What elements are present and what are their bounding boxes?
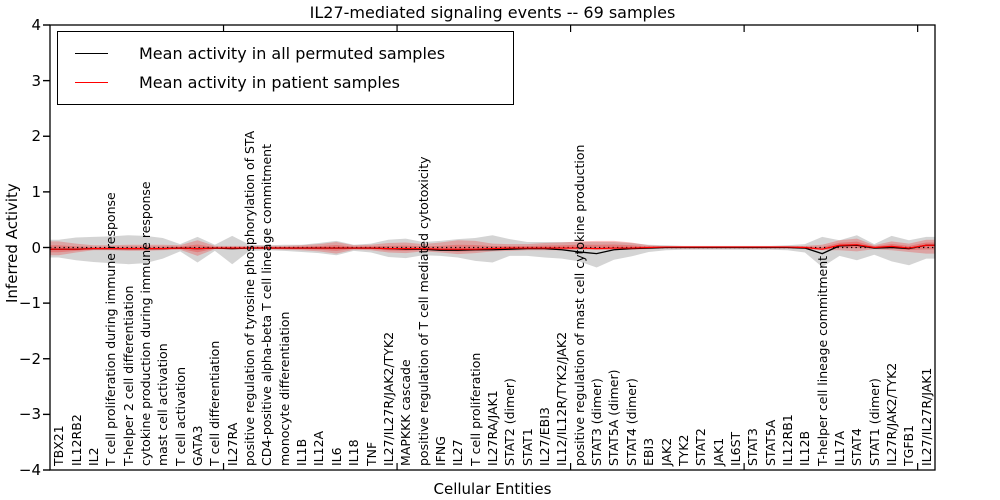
x-tick-label: STAT1 bbox=[519, 428, 535, 466]
y-tick-label: −1 bbox=[18, 294, 41, 313]
x-tick-label: T-helper cell lineage commitment bbox=[814, 255, 830, 466]
x-tick-label: T cell proliferation during immune respo… bbox=[103, 192, 119, 466]
x-tick-label: IL27RA/JAK1 bbox=[485, 390, 500, 466]
permuted-line-swatch bbox=[75, 53, 108, 54]
x-tick-label: JAK2 bbox=[658, 437, 674, 466]
x-tick-label: IL27R/JAK2/TYK2 bbox=[884, 362, 900, 466]
x-tick-label: IL2 bbox=[85, 447, 101, 466]
legend-box: Mean activity in all permuted samples Me… bbox=[57, 31, 514, 105]
x-tick-label: STAT3 bbox=[745, 428, 761, 466]
x-tick-label: IL12A bbox=[311, 430, 327, 466]
x-tick-label: T-helper 2 cell differentiation bbox=[120, 285, 136, 466]
patient-range-core-band bbox=[50, 241, 935, 253]
patient-line-swatch bbox=[75, 82, 108, 83]
x-tick-label: IL12RB1 bbox=[780, 414, 795, 466]
x-tick-label: IFNG bbox=[432, 436, 448, 466]
x-axis-title: Cellular Entities bbox=[433, 480, 552, 498]
x-tick-label: positive regulation of mast cell cytokin… bbox=[571, 144, 587, 466]
y-tick-label: 1 bbox=[31, 182, 41, 201]
x-tick-label: EBI3 bbox=[641, 437, 657, 466]
permuted-range-band bbox=[50, 235, 935, 268]
x-tick-label: STAT1 (dimer) bbox=[866, 378, 882, 466]
y-tick-label: 2 bbox=[31, 127, 41, 146]
x-tick-label: TGFB1 bbox=[901, 424, 917, 466]
legend-label-permuted: Mean activity in all permuted samples bbox=[139, 44, 446, 63]
y-tick-label: −4 bbox=[18, 461, 41, 479]
legend-entry-patient: Mean activity in patient samples bbox=[75, 68, 509, 97]
x-tick-label: TBX21 bbox=[51, 425, 67, 466]
x-tick-label: MAPKKK cascade bbox=[398, 359, 414, 466]
y-tick-label: −2 bbox=[18, 349, 41, 368]
x-tick-label: IL27/IL27R/JAK1 bbox=[918, 367, 934, 466]
y-tick-label: 3 bbox=[31, 71, 41, 90]
x-tick-label: positive regulation of T cell mediated c… bbox=[415, 156, 431, 466]
x-tick-label: JAK1 bbox=[710, 437, 726, 466]
x-tick-label: IL6 bbox=[328, 447, 344, 466]
x-tick-label: T cell proliferation bbox=[467, 352, 483, 466]
x-tick-label: STAT2 bbox=[693, 428, 709, 466]
y-tick-label: −3 bbox=[18, 405, 41, 424]
legend-label-patient: Mean activity in patient samples bbox=[139, 73, 400, 92]
x-tick-label: STAT4 (dimer) bbox=[623, 378, 639, 466]
legend-entry-permuted: Mean activity in all permuted samples bbox=[75, 39, 509, 68]
x-tick-label: STAT2 (dimer) bbox=[502, 378, 518, 466]
x-tick-label: positive regulation of tyrosine phosphor… bbox=[242, 130, 258, 466]
x-tick-label: IL27RA bbox=[224, 422, 240, 466]
x-tick-label: T cell differentiation bbox=[207, 340, 223, 466]
mean-patient-line bbox=[50, 244, 935, 250]
x-tick-label: GATA3 bbox=[190, 425, 205, 466]
x-tick-label: IL12RB2 bbox=[68, 414, 84, 466]
x-tick-label: IL27/IL27R/JAK2/TYK2 bbox=[380, 331, 396, 466]
x-tick-label: IL12B bbox=[797, 430, 813, 466]
x-tick-label: STAT5A (dimer) bbox=[606, 369, 622, 466]
x-tick-label: TYK2 bbox=[675, 434, 691, 466]
x-tick-label: STAT3 (dimer) bbox=[589, 378, 605, 466]
x-tick-label: IL1B bbox=[294, 438, 310, 466]
x-tick-label: cytokine production during immune respon… bbox=[137, 181, 153, 466]
x-tick-label: TNF bbox=[363, 441, 379, 466]
x-tick-label: IL6ST bbox=[727, 431, 743, 466]
x-tick-label: IL18 bbox=[346, 439, 362, 466]
y-tick-label: 4 bbox=[31, 16, 41, 34]
x-tick-label: IL27 bbox=[450, 439, 466, 466]
patient-range-band bbox=[50, 238, 935, 256]
x-tick-label: IL12/IL12R/TYK2/JAK2 bbox=[554, 331, 570, 466]
x-tick-label: IL27/EBI3 bbox=[537, 407, 553, 466]
y-tick-label: 0 bbox=[31, 238, 41, 257]
x-tick-label: monocyte differentiation bbox=[276, 311, 292, 466]
x-tick-label: T cell activation bbox=[172, 367, 188, 466]
x-tick-label: STAT5A bbox=[762, 419, 778, 466]
x-tick-label: IL17A bbox=[832, 430, 848, 466]
x-tick-label: CD4-positive alpha-beta T cell lineage c… bbox=[259, 144, 275, 466]
x-tick-label: STAT4 bbox=[849, 428, 865, 466]
chart-title: IL27-mediated signaling events -- 69 sam… bbox=[309, 3, 676, 22]
x-tick-label: mast cell activation bbox=[155, 343, 171, 466]
